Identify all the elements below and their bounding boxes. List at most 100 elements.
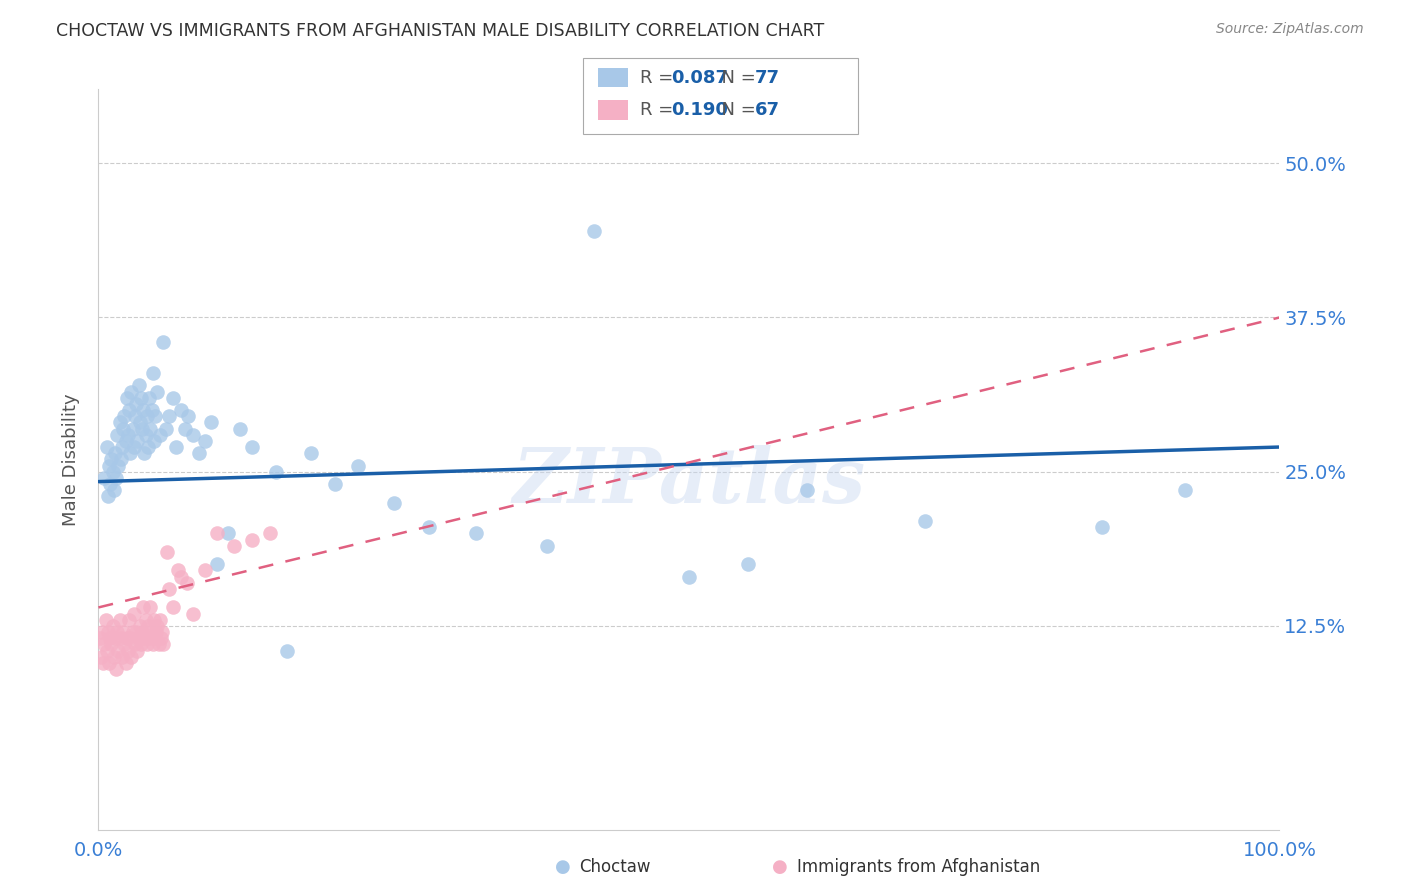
Point (110, 452, 132, 467)
Point (128, 416, 150, 430)
Text: Source: ZipAtlas.com: Source: ZipAtlas.com (1216, 22, 1364, 37)
Point (1091, 520, 1114, 534)
Point (418, 520, 440, 534)
Point (117, 427, 139, 442)
Point (115, 632, 138, 646)
Text: 0.087: 0.087 (671, 69, 728, 87)
Point (103, 483, 125, 498)
Point (104, 446, 127, 460)
Point (89, 632, 111, 646)
Point (135, 613, 157, 627)
Point (108, 613, 131, 627)
Point (149, 613, 172, 627)
Point (122, 607, 145, 621)
Point (100, 452, 122, 467)
Text: Choctaw: Choctaw (579, 858, 651, 876)
Point (112, 625, 135, 640)
Point (107, 458, 129, 473)
Point (170, 403, 193, 417)
Point (240, 440, 263, 454)
Text: 77: 77 (755, 69, 780, 87)
Point (465, 526, 488, 541)
Point (121, 421, 143, 435)
Point (1174, 483, 1197, 498)
Point (194, 434, 217, 448)
Point (105, 662, 128, 676)
Point (173, 421, 195, 435)
Point (110, 632, 132, 646)
Text: R =: R = (640, 69, 679, 87)
Point (98, 656, 121, 670)
Point (118, 403, 141, 417)
Point (114, 656, 136, 670)
Point (91, 656, 114, 670)
Point (737, 558, 759, 572)
Point (135, 409, 157, 424)
Point (148, 637, 170, 651)
Point (143, 632, 166, 646)
Point (105, 427, 128, 442)
Text: 67: 67 (755, 101, 780, 119)
Point (124, 409, 146, 424)
Point (205, 558, 228, 572)
Point (142, 434, 165, 448)
Point (115, 391, 138, 405)
Point (127, 434, 149, 448)
Point (112, 409, 135, 424)
Point (120, 446, 142, 460)
Point (536, 539, 558, 553)
Text: N =: N = (710, 69, 762, 87)
Point (146, 384, 169, 399)
Text: R =: R = (640, 101, 679, 119)
Point (124, 637, 146, 651)
Point (583, 224, 606, 238)
Point (176, 575, 198, 590)
Point (177, 409, 200, 424)
Point (91, 625, 114, 640)
Point (136, 619, 159, 633)
Point (229, 421, 252, 435)
Point (104, 632, 127, 646)
Point (125, 625, 148, 640)
Point (128, 619, 150, 633)
Point (96, 643, 118, 657)
Point (149, 427, 172, 442)
Point (98, 632, 121, 646)
Point (139, 600, 162, 615)
Point (259, 526, 281, 541)
Point (111, 649, 134, 664)
Point (131, 625, 153, 640)
Point (135, 637, 157, 651)
Point (162, 600, 184, 615)
Text: CHOCTAW VS IMMIGRANTS FROM AFGHANISTAN MALE DISABILITY CORRELATION CHART: CHOCTAW VS IMMIGRANTS FROM AFGHANISTAN M… (56, 22, 824, 40)
Point (299, 446, 322, 460)
Point (134, 446, 156, 460)
Text: 0.190: 0.190 (671, 101, 727, 119)
Text: ●: ● (554, 858, 571, 876)
Point (117, 643, 139, 657)
Point (112, 637, 135, 651)
Point (120, 632, 142, 646)
Point (323, 477, 346, 491)
Point (165, 440, 187, 454)
Point (132, 403, 155, 417)
Point (127, 643, 149, 657)
Point (141, 403, 163, 417)
Point (134, 632, 156, 646)
Point (135, 427, 157, 442)
Point (93, 471, 115, 485)
Point (142, 613, 165, 627)
Text: N =: N = (710, 101, 762, 119)
Point (129, 637, 152, 651)
Point (264, 465, 287, 479)
Point (157, 582, 180, 596)
Point (146, 619, 169, 633)
Point (122, 440, 145, 454)
Point (121, 649, 143, 664)
Point (224, 539, 246, 553)
Point (181, 427, 204, 442)
Point (114, 434, 136, 448)
Point (187, 446, 209, 460)
Point (145, 625, 167, 640)
Point (97, 489, 120, 503)
